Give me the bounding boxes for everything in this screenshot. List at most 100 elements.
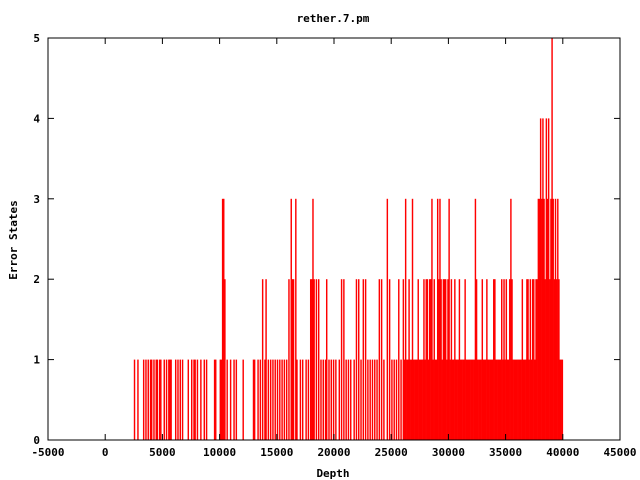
bar [542,118,544,441]
bar [481,279,484,440]
bar [551,38,553,440]
bar [449,359,451,440]
bar [504,359,506,440]
bar [411,198,414,440]
bar [427,359,430,440]
bar [417,279,419,440]
bar [490,359,493,440]
bar [335,359,337,440]
bar [444,279,447,440]
bar [477,359,479,440]
bar [235,359,238,440]
bar [465,359,467,440]
bar [285,359,288,440]
bar [320,359,322,440]
y-tick-label: 4 [33,112,40,125]
bar [443,279,446,440]
bar [451,359,454,440]
bar [156,359,159,440]
bar [525,359,527,440]
bar [416,359,418,440]
bar [431,198,433,440]
x-tick-label: 0 [102,446,109,459]
bar [529,279,532,440]
bar [474,198,477,440]
y-tick-label: 3 [33,193,40,206]
bar [543,198,545,440]
bar [257,359,259,440]
bar [340,279,343,440]
bar [170,359,172,440]
bar [291,279,294,440]
bar [520,359,522,440]
bar [133,359,136,440]
bar [229,359,232,440]
bar [537,198,540,440]
x-tick-label: 5000 [149,446,176,459]
bar [458,279,461,440]
bar [296,359,298,440]
bar [506,359,509,440]
bar [276,359,279,440]
bar [499,359,502,440]
bar [353,359,355,440]
bar [253,359,256,440]
bar [486,279,488,440]
bar [544,279,546,440]
bar [242,359,244,440]
bar [511,279,513,440]
bar [472,359,474,440]
bar [205,359,208,440]
bar [442,279,445,440]
bar [450,279,453,440]
x-tick-label: 45000 [603,446,636,459]
bar [454,279,456,440]
bar [224,279,226,440]
y-tick-label: 2 [33,273,40,286]
bar [535,279,537,440]
bar [153,359,155,440]
bar [550,198,552,440]
bar [264,359,266,440]
bar [501,279,503,440]
bar [283,359,286,440]
bar [464,279,466,440]
bar [179,359,181,440]
x-axis-label: Depth [316,467,349,480]
bar [196,359,199,440]
bar [174,359,177,440]
bar [168,359,170,440]
bar [406,359,408,440]
bar [165,359,168,440]
bar [233,359,235,440]
bar [559,359,561,440]
bar [400,359,402,440]
bar [555,279,558,440]
bar [488,359,490,440]
bar [312,198,314,440]
bar [407,359,409,440]
bar [533,279,535,440]
bar [447,279,449,440]
bar [502,359,504,440]
bar [546,198,549,440]
bar [215,359,217,440]
x-tick-label: 35000 [489,446,522,459]
bar [455,359,457,440]
bar [292,279,295,440]
bar [531,279,534,440]
bar [419,359,422,440]
bar [149,359,152,440]
bar [386,198,389,440]
y-tick-label: 1 [33,354,40,367]
bar [330,359,333,440]
bar [466,359,469,440]
bar [191,359,193,440]
bar [432,359,434,440]
bar [155,359,157,440]
bar [160,359,162,440]
bar [274,359,276,440]
bar [380,279,383,440]
bar [438,279,440,440]
